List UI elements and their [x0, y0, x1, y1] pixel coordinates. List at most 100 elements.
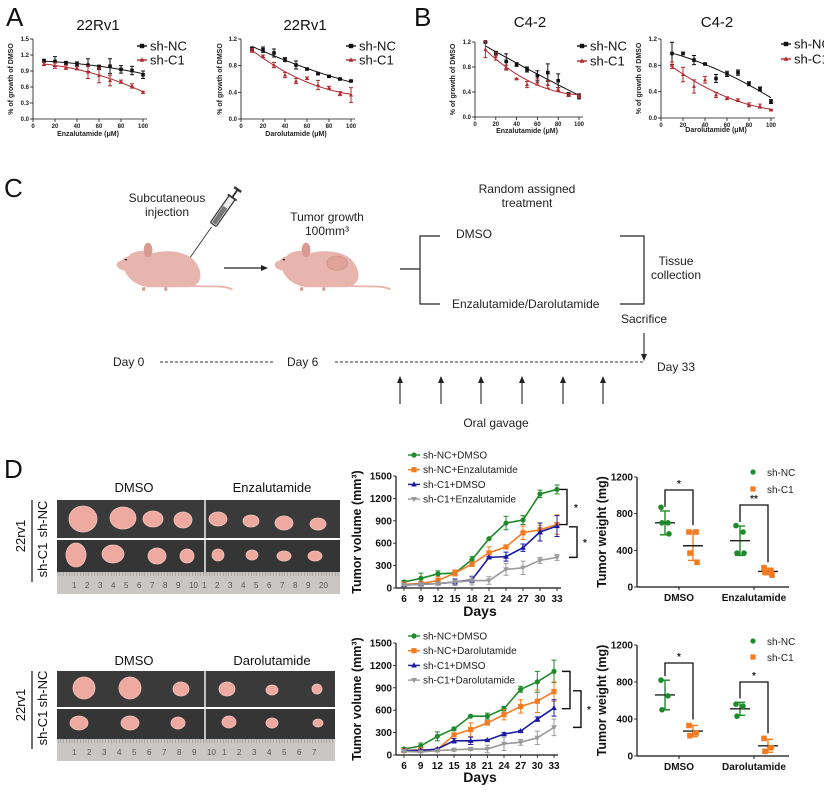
data-point	[520, 544, 526, 550]
y-axis-label: % of growth of DMSO	[217, 43, 224, 115]
panel-label-c: C	[4, 173, 23, 203]
data-point	[272, 51, 276, 55]
y-tick-label: 0	[386, 584, 392, 595]
data-point	[768, 567, 774, 574]
chart-d1: 0 300 600 900 1200 1500 Tumor volume (mm³) 6 9 12…	[350, 451, 587, 620]
day6-label: Day 6	[287, 355, 319, 369]
tumor-specimen	[208, 511, 228, 527]
data-point	[693, 730, 699, 736]
data-point	[725, 72, 729, 76]
data-point	[294, 78, 298, 83]
y-tick-label: 400	[616, 546, 633, 557]
series-sh-nc-dmso	[401, 659, 557, 752]
data-point	[486, 578, 492, 584]
series-line	[403, 726, 555, 753]
y-tick-label: 1.5	[21, 37, 30, 43]
significance-bracket	[664, 662, 694, 720]
tumor-specimen	[179, 548, 195, 564]
photo-row-sh-nc	[57, 500, 340, 538]
data-point	[687, 550, 693, 556]
x-tick-label: 27	[517, 594, 529, 605]
day33-label: Day 33	[657, 360, 695, 374]
ruler-number: 5	[282, 748, 287, 757]
data-point	[554, 522, 560, 529]
x-tick-label: 27	[515, 761, 527, 772]
tumor-specimen	[65, 542, 87, 568]
data-point	[503, 520, 509, 526]
arrow-up-icon	[519, 376, 525, 383]
data-point	[556, 87, 561, 91]
series-sh-c1	[483, 40, 581, 99]
data-point	[534, 679, 540, 685]
legend-marker	[750, 638, 756, 644]
data-point	[503, 553, 509, 559]
data-point	[452, 579, 458, 586]
data-point	[305, 67, 309, 71]
mouse-body	[116, 250, 201, 288]
data-point	[734, 550, 740, 556]
tumor-specimen	[68, 505, 98, 533]
branch-bracket	[400, 235, 440, 305]
y-tick-label: 1.2	[649, 37, 658, 43]
y-tick-label: 0.8	[649, 63, 658, 69]
ruler-number: 2	[237, 748, 242, 757]
x-tick-label: 18	[466, 594, 478, 605]
y-tick-label: 600	[375, 706, 392, 717]
data-point	[517, 740, 524, 746]
series-sh-c1	[42, 61, 145, 94]
ruler-number: 6	[267, 581, 272, 590]
y-tick-label: 1.2	[463, 40, 472, 46]
row-label-sh-nc: sh-NC	[35, 671, 50, 708]
data-point	[758, 103, 762, 108]
series-sh-nc	[483, 40, 581, 100]
ruler-number: 4	[267, 748, 272, 757]
arrow-up-icon	[600, 376, 606, 383]
category-label: Enzalutamide	[722, 593, 787, 604]
legend-marker	[411, 678, 417, 684]
data-point	[534, 735, 541, 741]
y-tick-label: 600	[375, 539, 392, 550]
data-point	[761, 564, 767, 571]
data-point	[537, 491, 543, 497]
legend-marker	[783, 56, 789, 61]
x-tick-label: 21	[482, 761, 494, 772]
data-point	[537, 558, 543, 564]
data-point	[762, 569, 768, 576]
data-point	[693, 529, 699, 535]
significance-bracket	[562, 670, 571, 710]
data-point	[740, 529, 746, 535]
x-tick-label: 21	[483, 594, 495, 605]
data-point	[503, 544, 509, 550]
significance-bracket	[573, 690, 582, 729]
legend-label: sh-NC+Darolutamide	[423, 646, 517, 657]
mouse-eye	[282, 258, 285, 261]
data-point	[517, 727, 524, 734]
data-point	[469, 561, 475, 567]
data-point	[435, 581, 441, 587]
data-point	[272, 62, 276, 67]
data-point	[141, 90, 145, 94]
legend-marker	[579, 43, 585, 49]
fit-curve	[43, 60, 144, 75]
x-tick-label: 100	[766, 123, 777, 129]
x-tick-label: 0	[239, 124, 243, 130]
data-point	[434, 748, 441, 754]
ruler-number: 2	[87, 748, 92, 757]
y-axis-label: Tumor weight (mg)	[595, 645, 609, 757]
y-tick-label: 1500	[370, 472, 393, 483]
tumor	[326, 255, 348, 271]
y-axis-label: Tumor weight (mg)	[595, 476, 609, 588]
data-point	[451, 737, 457, 743]
ruler-number: 9	[176, 581, 181, 590]
cell-line-label: 22rv1	[13, 689, 28, 722]
legend-label: sh-C1	[150, 53, 185, 68]
arrow-head-icon	[261, 265, 268, 271]
x-tick-label: 30	[532, 761, 544, 772]
legend-marker	[750, 654, 756, 660]
data-point	[577, 94, 581, 98]
y-tick-label: 0.0	[649, 116, 658, 122]
y-tick-label: 1200	[611, 641, 634, 652]
legend-marker	[579, 58, 585, 63]
data-point	[108, 78, 112, 83]
